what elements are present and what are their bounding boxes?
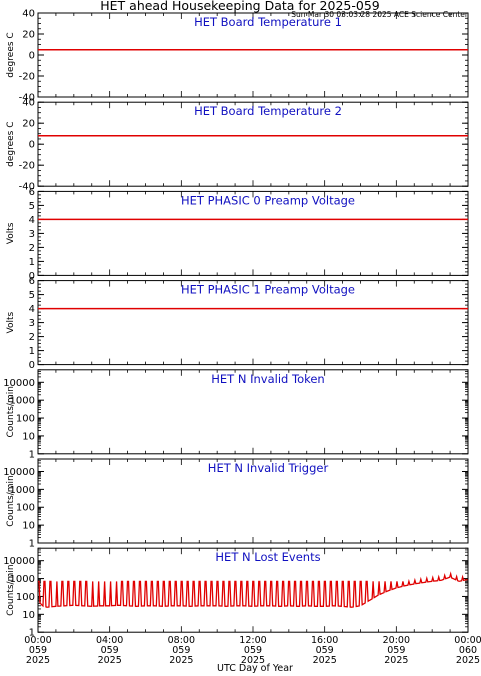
x-tick-label: 12:00 bbox=[239, 635, 266, 646]
y-tick-label: 100 bbox=[16, 592, 35, 603]
y-tick-label: 5 bbox=[29, 201, 35, 212]
x-tick-label: 2025 bbox=[313, 655, 337, 666]
panel-title: HET PHASIC 0 Preamp Voltage bbox=[181, 193, 355, 207]
y-tick-label: -40 bbox=[19, 182, 35, 193]
y-tick-label: 0 bbox=[29, 140, 35, 151]
panel-title: HET N Invalid Token bbox=[211, 372, 324, 386]
panel-title: HET Board Temperature 1 bbox=[194, 15, 342, 29]
y-axis-label: Counts/min bbox=[6, 386, 16, 437]
panel-0: 40 20 0 -20 -40 degrees C HET Board Temperatur… bbox=[6, 9, 469, 104]
y-tick-label: 100 bbox=[16, 503, 35, 514]
y-axis-label: Volts bbox=[6, 222, 16, 244]
x-tick-label: 04:00 bbox=[96, 635, 123, 646]
x-tick-label: 16:00 bbox=[311, 635, 338, 646]
y-tick-label: 5 bbox=[29, 290, 35, 301]
x-tick-label: 059 bbox=[101, 645, 119, 656]
panel-title: HET N Lost Events bbox=[215, 550, 320, 564]
x-tick-label: 059 bbox=[387, 645, 405, 656]
x-tick-label: 060 bbox=[459, 645, 477, 656]
y-axis-label: Volts bbox=[6, 311, 16, 333]
x-tick-label: 059 bbox=[244, 645, 262, 656]
y-tick-label: 3 bbox=[29, 229, 35, 240]
panel-title: HET N Invalid Trigger bbox=[208, 461, 329, 475]
y-tick-label: 100 bbox=[16, 414, 35, 425]
y-axis-label: Counts/min bbox=[6, 475, 16, 526]
y-tick-label: 10000 bbox=[3, 556, 35, 567]
y-tick-label: 20 bbox=[22, 119, 35, 130]
x-tick-label: 2025 bbox=[169, 655, 193, 666]
y-tick-label: 6 bbox=[29, 276, 35, 287]
y-tick-label: 1 bbox=[29, 346, 35, 357]
x-tick-label: 00:00 bbox=[24, 635, 51, 646]
panel-title: HET Board Temperature 2 bbox=[194, 104, 342, 118]
y-tick-label: 2 bbox=[29, 243, 35, 254]
x-tick-label: 059 bbox=[29, 645, 47, 656]
x-tick-label: 08:00 bbox=[168, 635, 195, 646]
x-axis-label: UTC Day of Year bbox=[217, 663, 293, 674]
y-tick-label: 1000 bbox=[10, 396, 35, 407]
y-tick-label: 40 bbox=[22, 98, 35, 109]
y-tick-label: 3 bbox=[29, 318, 35, 329]
y-tick-label: 0 bbox=[29, 271, 35, 282]
panel-title: HET PHASIC 1 Preamp Voltage bbox=[181, 283, 355, 297]
x-tick-label: 059 bbox=[172, 645, 190, 656]
y-tick-label: 10 bbox=[22, 521, 35, 532]
x-tick-label: 059 bbox=[316, 645, 334, 656]
panel-5: 10000 1000 100 10 1 Counts/min HET N Invalid T… bbox=[3, 458, 469, 550]
x-tick-label: 00:00 bbox=[454, 635, 481, 646]
y-tick-label: -20 bbox=[19, 161, 35, 172]
y-tick-label: 10 bbox=[22, 431, 35, 442]
y-tick-label: 1 bbox=[29, 257, 35, 268]
x-tick-label: 2025 bbox=[241, 655, 265, 666]
panel-6: 10000 1000 100 10 1 Counts/min HET N Lost Even… bbox=[3, 547, 469, 639]
y-tick-label: 40 bbox=[22, 9, 35, 20]
y-axis-label: degrees C bbox=[6, 32, 16, 77]
y-tick-label: 4 bbox=[29, 215, 35, 226]
x-tick-label: 20:00 bbox=[383, 635, 410, 646]
page-title: HET ahead Housekeeping Data for 2025-059 bbox=[100, 0, 380, 13]
panel-3: 6 5 4 3 2 1 0 Volts HET PHASIC 1 Preamp Voltage bbox=[6, 276, 469, 371]
y-tick-label: 1 bbox=[29, 539, 35, 550]
y-tick-label: 0 bbox=[29, 360, 35, 371]
generation-stamp: Sun Mar 30 03:03:28 2025 ACE Science Cen… bbox=[291, 10, 469, 19]
y-tick-label: 4 bbox=[29, 304, 35, 315]
x-tick-label: 2025 bbox=[456, 655, 480, 666]
y-tick-label: 1 bbox=[29, 449, 35, 460]
panel-2: 6 5 4 3 2 1 0 Volts HET PHASIC 0 Preamp Voltage bbox=[6, 187, 469, 282]
panel-1: 40 20 0 -20 -40 degrees C HET Board Temperatur… bbox=[6, 98, 469, 193]
series-line bbox=[38, 571, 468, 608]
y-tick-label: 1000 bbox=[10, 485, 35, 496]
y-tick-label: 10000 bbox=[3, 467, 35, 478]
y-tick-label: 20 bbox=[22, 30, 35, 41]
panel-4: 10000 1000 100 10 1 Counts/min HET N Invalid T… bbox=[3, 369, 469, 460]
y-axis-label: Counts/min bbox=[6, 564, 16, 615]
y-tick-label: 10 bbox=[22, 610, 35, 621]
x-axis-tick-labels: 00:00059202504:00059202508:00059202512:0… bbox=[24, 635, 481, 666]
y-tick-label: -20 bbox=[19, 72, 35, 83]
x-tick-label: 2025 bbox=[98, 655, 122, 666]
y-tick-label: 10000 bbox=[3, 378, 35, 389]
y-axis-label: degrees C bbox=[6, 122, 16, 167]
x-tick-label: 2025 bbox=[26, 655, 50, 666]
x-tick-label: 2025 bbox=[384, 655, 408, 666]
y-tick-label: -40 bbox=[19, 93, 35, 104]
y-tick-label: 1000 bbox=[10, 574, 35, 585]
y-tick-label: 0 bbox=[29, 51, 35, 62]
y-tick-label: 2 bbox=[29, 332, 35, 343]
y-tick-label: 6 bbox=[29, 187, 35, 198]
y-tick-label: 1 bbox=[29, 628, 35, 639]
